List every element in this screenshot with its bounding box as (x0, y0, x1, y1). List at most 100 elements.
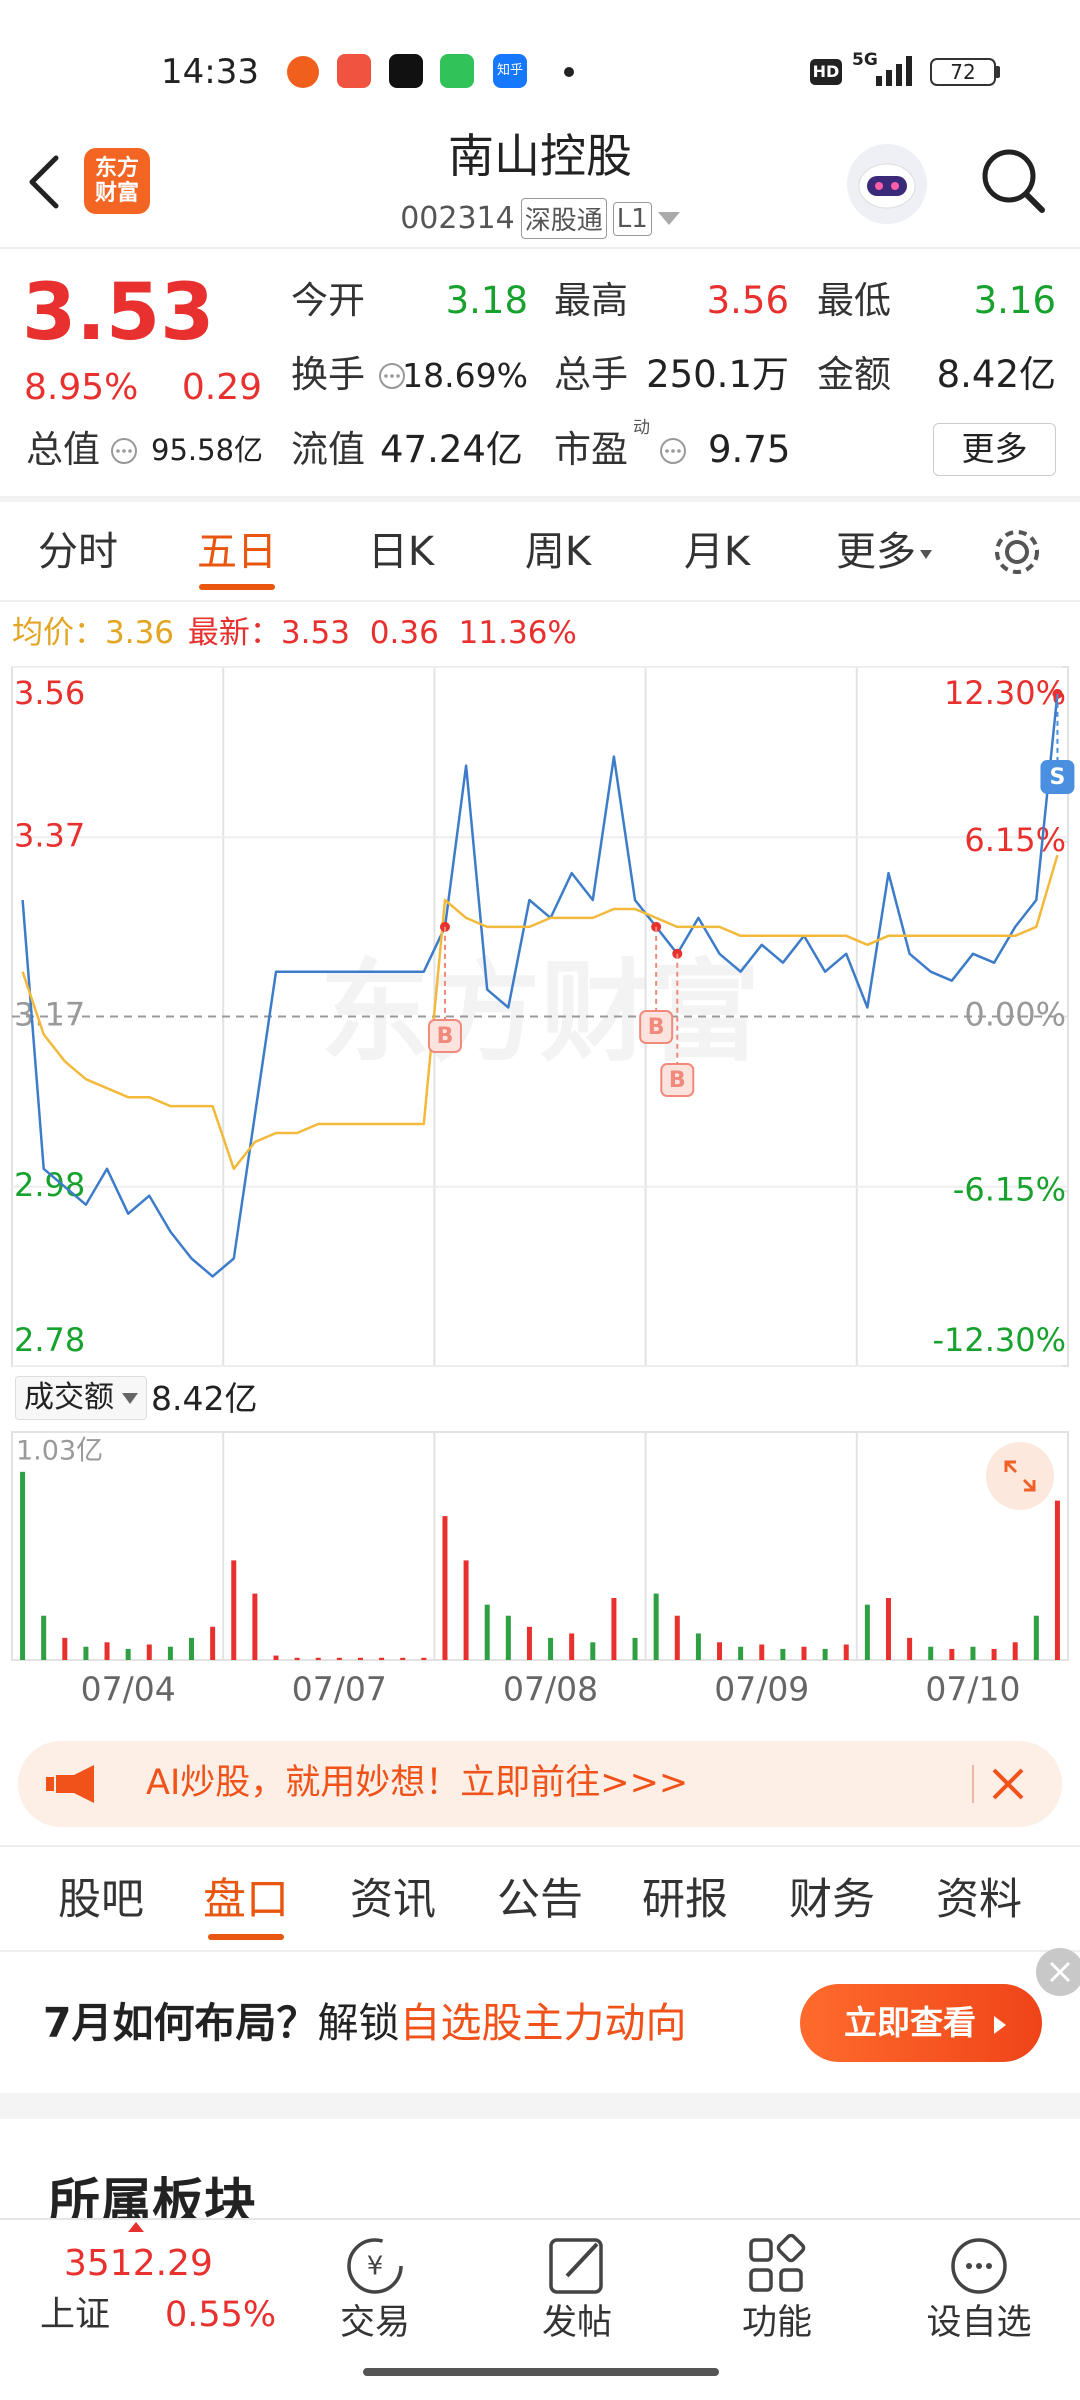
volume-bar (189, 1637, 195, 1660)
section-tab[interactable]: 研报 (642, 1875, 728, 1925)
volume-bar (505, 1615, 511, 1660)
trade-marker (660, 1063, 695, 1097)
dropdown-arrow (920, 550, 932, 559)
volume-bar (167, 1646, 173, 1660)
expand-button[interactable] (986, 1442, 1054, 1510)
section-tab[interactable]: 盘口 (203, 1875, 289, 1925)
change-pct: 8.95% (24, 367, 139, 408)
info-icon[interactable] (377, 361, 407, 391)
signal-icon (876, 56, 912, 86)
chart-tab[interactable]: 周K (524, 529, 592, 575)
divider (0, 1845, 1080, 1847)
index-name[interactable]: 上证 (40, 2295, 111, 2335)
price-line (21, 693, 1059, 1278)
index-change[interactable]: 0.55% (165, 2295, 277, 2335)
stock-name: 南山控股 (448, 129, 632, 183)
stat-label: 最低 (817, 279, 891, 322)
y2-tick-label: -12.30% (932, 1321, 1066, 1359)
stat-value: 9.75 (708, 428, 791, 471)
section-tab[interactable]: 资讯 (350, 1875, 436, 1925)
section-tab[interactable]: 公告 (497, 1875, 583, 1925)
dropdown-arrow[interactable] (657, 211, 680, 226)
volume-bar (801, 1646, 807, 1660)
volume-bar (484, 1604, 490, 1660)
volume-bar (738, 1646, 744, 1660)
section-tab[interactable]: 资料 (936, 1875, 1022, 1925)
home-indicator (363, 2368, 719, 2376)
promo-close[interactable] (1034, 1946, 1080, 1998)
nav-item[interactable]: 设自选 (926, 2303, 1032, 2343)
volume-bar (653, 1593, 659, 1660)
volume-selector[interactable]: 成交额 (15, 1376, 147, 1420)
section-tab[interactable]: 财务 (789, 1875, 875, 1925)
back-button[interactable] (24, 152, 64, 212)
info-line: 均价：3.36 最新：3.53 0.36 11.36% (12, 618, 577, 649)
stat-value: 95.58亿 (151, 433, 264, 467)
megaphone-icon (46, 1765, 94, 1803)
app-logo[interactable]: 东方 财富 (84, 148, 150, 214)
volume-bar (104, 1642, 110, 1660)
volume-bar (695, 1633, 701, 1660)
stat-value: 3.16 (973, 279, 1056, 322)
volume-bar (569, 1633, 575, 1660)
bottom-nav: 3512.29 上证 0.55% ¥ 交易 发帖 功能 设自选 (0, 2218, 1080, 2400)
chart-tab[interactable]: 分时 (38, 529, 118, 575)
volume-bar (632, 1637, 638, 1660)
dropdown-arrow (122, 1393, 138, 1404)
chart-tab[interactable]: 五日 (197, 529, 277, 575)
stat-value: 18.69% (402, 356, 528, 395)
volume-frame (11, 1431, 1069, 1661)
stat-value: 3.18 (445, 279, 528, 322)
settings-button[interactable] (991, 526, 1043, 578)
more-button[interactable]: 更多 (933, 423, 1056, 476)
volume-bar (907, 1637, 913, 1660)
stat-label: 流值 (291, 428, 365, 471)
trade-marker-label: S (1050, 765, 1066, 790)
arrow-icon (993, 2016, 1006, 2034)
app-icon (287, 56, 319, 88)
assistant-avatar[interactable] (845, 142, 929, 226)
volume-bar (526, 1626, 532, 1660)
promo-button[interactable]: 立即查看 (800, 1984, 1042, 2062)
chart-tab[interactable]: 月K (683, 529, 751, 575)
info-icon[interactable] (109, 436, 139, 466)
nav-item[interactable]: 发帖 (541, 2303, 612, 2343)
chart-tab[interactable]: 日K (367, 529, 435, 575)
volume-bar (83, 1646, 89, 1660)
x-tick-label: 07/09 (714, 1670, 809, 1709)
stat-label: 总手 (554, 353, 628, 396)
trade-marker (639, 1010, 674, 1044)
nav-icon-watchlist (951, 2238, 1007, 2294)
ad-banner[interactable]: AI炒股，就用妙想！立即前往>>> (18, 1741, 1062, 1827)
latest-price: 3.53 (280, 615, 350, 651)
index-value[interactable]: 3512.29 (64, 2243, 213, 2284)
volume-bar (294, 1657, 300, 1660)
stat-label: 最高 (554, 279, 628, 322)
stock-code: 002314 (400, 201, 515, 236)
watermark: 东方财富 (320, 948, 760, 1076)
nav-item[interactable]: 功能 (741, 2303, 812, 2343)
volume-bar (590, 1642, 596, 1660)
chart-tab[interactable]: 更多 (836, 529, 916, 575)
promo-highlight: 自选股主力动向 (399, 1999, 687, 2047)
latest-label: 最新： (187, 615, 281, 651)
x-tick-label: 07/10 (925, 1670, 1020, 1709)
nav-item[interactable]: 交易 (339, 2303, 410, 2343)
app-icon (337, 54, 371, 88)
volume-bar (336, 1657, 342, 1660)
divider (0, 600, 1080, 602)
hd-badge: HD (810, 59, 842, 85)
y2-tick-label: 6.15% (964, 821, 1066, 859)
section-tab[interactable]: 股吧 (58, 1875, 144, 1925)
x-tick-label: 07/04 (81, 1670, 176, 1709)
close-button[interactable] (990, 1766, 1026, 1802)
info-icon[interactable] (658, 436, 688, 466)
app-icon (440, 54, 474, 88)
stat-sup: 动 (633, 418, 650, 438)
ad-text: AI炒股，就用妙想！立即前往>>> (146, 1763, 689, 1803)
up-indicator (128, 2222, 144, 2232)
volume-bar (759, 1644, 765, 1660)
search-button[interactable] (978, 146, 1048, 216)
trade-marker-label: B (648, 1015, 665, 1040)
